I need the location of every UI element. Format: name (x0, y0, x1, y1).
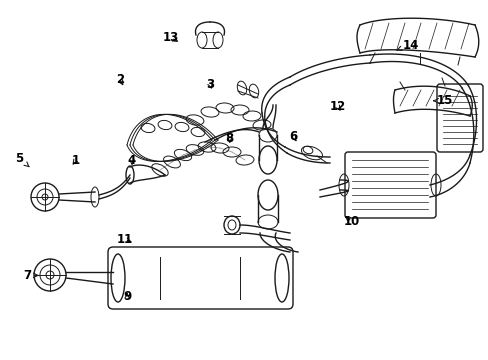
Text: 2: 2 (116, 73, 123, 86)
Text: 15: 15 (433, 94, 452, 107)
Text: 3: 3 (206, 78, 214, 91)
Text: 8: 8 (225, 132, 233, 145)
Text: 12: 12 (328, 100, 345, 113)
Text: 9: 9 (123, 291, 131, 303)
Text: 5: 5 (16, 152, 29, 167)
Text: 1: 1 (72, 154, 80, 167)
Text: 10: 10 (343, 215, 360, 228)
Text: 14: 14 (396, 39, 418, 51)
Text: 13: 13 (163, 31, 179, 44)
Text: 6: 6 (289, 130, 297, 143)
Text: 4: 4 (128, 154, 136, 167)
Text: 7: 7 (23, 269, 38, 282)
Text: 11: 11 (116, 233, 133, 246)
